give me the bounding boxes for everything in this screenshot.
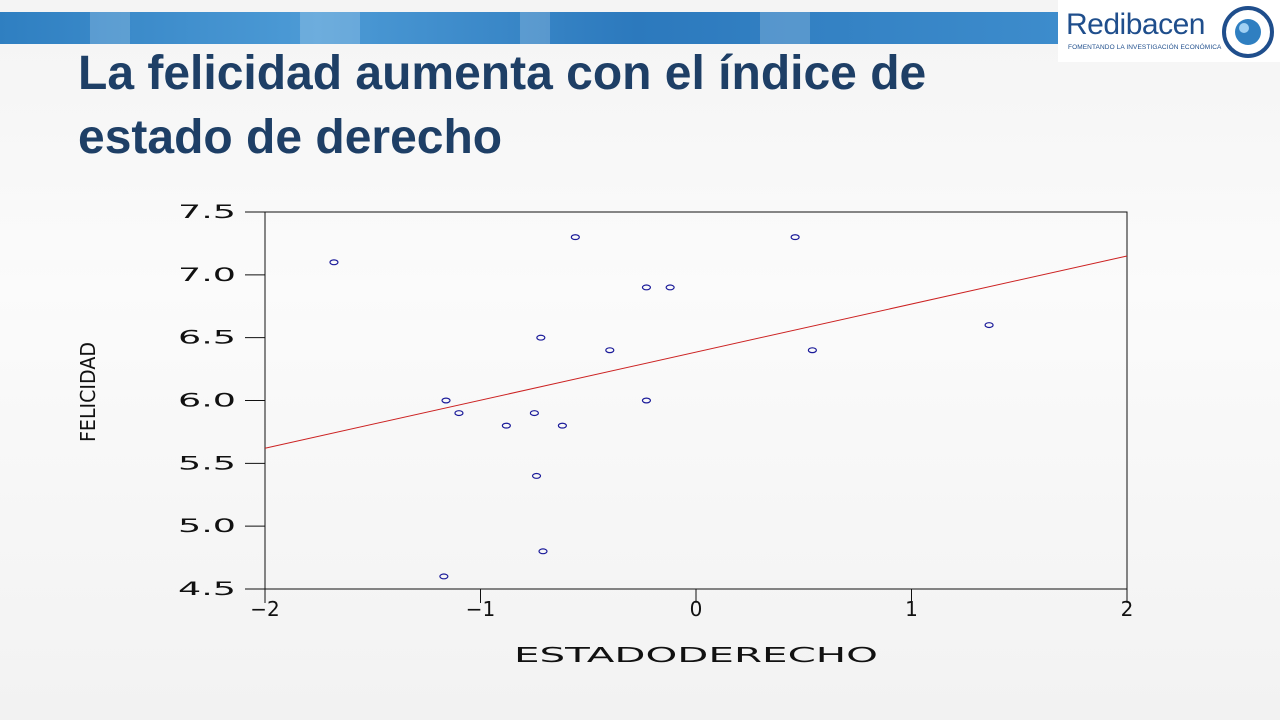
data-point [439,573,449,580]
band-stripe [520,12,550,44]
y-tick-label: 6.0 [178,390,236,412]
y-tick-label: 7.5 [178,201,236,223]
globe-ring-icon [1222,6,1274,58]
slide-title: La felicidad aumenta con el índice de es… [78,47,927,164]
y-tick-label: 5.0 [178,515,236,537]
data-point [529,410,539,417]
top-decorative-band [0,12,1060,44]
x-axis: −2 −1 0 1 2 [250,589,1133,621]
data-point [536,334,546,341]
y-axis: 4.5 5.0 5.5 6.0 6.5 7.0 7.5 [178,201,265,600]
data-point [531,472,542,479]
band-stripe [300,12,360,44]
redibacen-logo: Redibacen FOMENTANDO LA INVESTIGACIÓN EC… [1058,0,1280,62]
logo-tagline: FOMENTANDO LA INVESTIGACIÓN ECONÓMICA [1068,44,1222,51]
x-tick-label: 0 [690,597,703,621]
logo-name: Redibacen [1066,8,1205,41]
plot-frame [264,211,1128,590]
band-stripe [760,12,810,44]
data-point [501,422,511,429]
data-point [557,422,567,429]
data-point [641,397,652,404]
y-tick-label: 4.5 [178,578,236,600]
y-axis-title: FELICIDAD [76,342,100,442]
data-point [984,322,994,329]
y-tick-label: 7.0 [178,264,236,286]
data-point [538,548,548,555]
data-point [329,259,339,266]
x-tick-label: −2 [250,597,279,621]
data-point [641,284,652,291]
y-tick-label: 6.5 [178,327,236,349]
data-point [570,234,580,241]
x-tick-label: 2 [1121,597,1134,621]
band-stripe [90,12,130,44]
data-point [454,410,464,417]
data-point [605,347,615,354]
x-tick-label: −1 [466,597,495,621]
data-point [790,234,800,241]
regression-line [264,255,1128,449]
y-tick-label: 5.5 [178,452,236,474]
data-point [665,284,675,291]
x-axis-title: ESTADODERECHO [514,643,878,667]
data-points [329,234,994,580]
data-point [441,397,451,404]
x-tick-label: 1 [905,597,918,621]
data-point [807,347,817,354]
